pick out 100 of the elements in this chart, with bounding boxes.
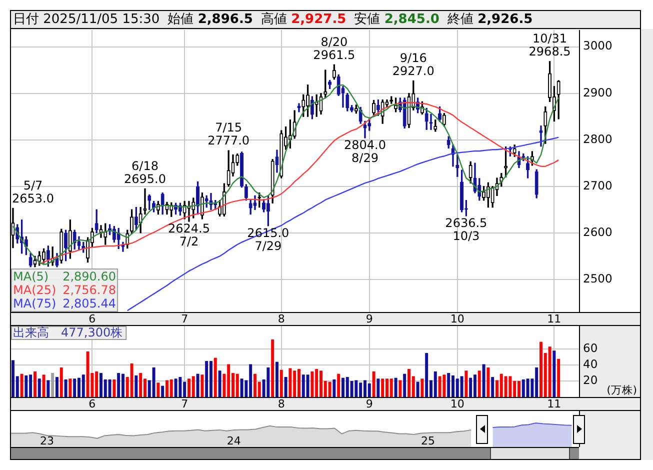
candlestick (94, 209, 98, 234)
bar (240, 378, 244, 397)
candlestick (468, 161, 472, 184)
x-tick-label: 25 (421, 434, 436, 448)
y-tick-label: 2700 (583, 178, 612, 192)
candlestick (134, 206, 138, 230)
candlestick (270, 159, 274, 204)
x-tick-label: 24 (226, 434, 241, 448)
bar (271, 339, 274, 397)
candlestick (460, 170, 464, 212)
bar (139, 373, 142, 397)
y-tick-label: 2500 (583, 271, 612, 286)
y-tick-label: 20 (583, 372, 598, 387)
bar (460, 376, 464, 397)
candlestick (302, 94, 306, 117)
candlestick (512, 144, 516, 157)
y-axis-title: (万株) (606, 383, 637, 396)
y-tick-label: 2800 (583, 132, 612, 146)
candlestick (244, 184, 248, 201)
bar (381, 378, 384, 397)
chart-title: 出来高 477,300株 (13, 326, 123, 340)
bar (438, 376, 442, 397)
annotation: 2804.0 8/29 (344, 138, 386, 166)
candlestick (104, 223, 108, 245)
bar (306, 374, 310, 397)
bar (209, 361, 212, 397)
bar (464, 370, 468, 397)
candlestick (354, 104, 358, 114)
candlestick (226, 150, 230, 187)
bar (55, 377, 58, 397)
bar (82, 374, 85, 397)
bar (200, 374, 204, 397)
bar (403, 374, 406, 397)
bar (354, 380, 358, 397)
bar (134, 375, 138, 397)
annotation: 2624.5 7/2 (168, 222, 210, 249)
bar (117, 373, 120, 397)
candlestick (160, 192, 164, 215)
candlestick (368, 118, 372, 131)
bar (112, 379, 116, 397)
bar (86, 351, 90, 397)
bar (218, 370, 222, 397)
candlestick (446, 136, 450, 149)
candlestick (319, 92, 323, 115)
bar (310, 371, 314, 397)
bar (60, 367, 63, 397)
bar (20, 374, 24, 397)
bar (156, 382, 160, 397)
candlestick (526, 156, 530, 178)
candlestick (534, 169, 538, 198)
bar (284, 377, 288, 397)
bar (42, 374, 46, 397)
candlestick (33, 256, 37, 268)
candlestick (539, 126, 543, 147)
y-tick-label: 40 (583, 356, 598, 371)
bar (38, 378, 41, 397)
candlestick (424, 108, 428, 130)
bar (161, 386, 164, 397)
x-tick-label: 23 (40, 434, 54, 448)
bar (130, 363, 134, 397)
candlestick (196, 181, 200, 215)
bar (280, 370, 283, 397)
annotation: 6/18 2695.0 (124, 158, 166, 186)
bar (266, 367, 270, 397)
x-tick-label: 10 (450, 397, 464, 410)
bar (192, 376, 195, 397)
bar (552, 350, 556, 397)
bar (174, 378, 178, 397)
bar (473, 374, 476, 397)
bar (372, 371, 376, 397)
bar (390, 378, 393, 397)
bar (442, 374, 446, 397)
bar (196, 374, 200, 397)
candlestick (262, 199, 266, 212)
bar (394, 378, 398, 397)
bar (121, 374, 124, 397)
candlestick (372, 100, 376, 117)
candlestick (68, 220, 72, 259)
annotation: 5/7 2653.0 (12, 178, 54, 206)
candlestick (38, 251, 42, 266)
annotation: 7/15 2777.0 (208, 120, 250, 148)
bar (376, 378, 380, 397)
x-tick-label: 9 (366, 312, 373, 326)
x-tick-label: 9 (366, 397, 373, 410)
x-tick-label: 6 (88, 397, 96, 410)
bar (275, 362, 278, 397)
bar (416, 382, 420, 397)
candlestick (328, 80, 332, 89)
annotation: 10/31 2968.5 (528, 32, 571, 59)
bar (205, 361, 208, 397)
x-tick-label: 7 (181, 312, 188, 326)
bar (24, 375, 28, 397)
bar (33, 371, 36, 397)
bar (420, 378, 424, 397)
series-label: MA(5) 2,890.60 (13, 269, 116, 284)
candlestick (148, 194, 152, 210)
bar (398, 380, 402, 397)
candlestick (434, 119, 438, 132)
candlestick (402, 98, 406, 129)
y-tick-label: 60 (583, 340, 598, 355)
